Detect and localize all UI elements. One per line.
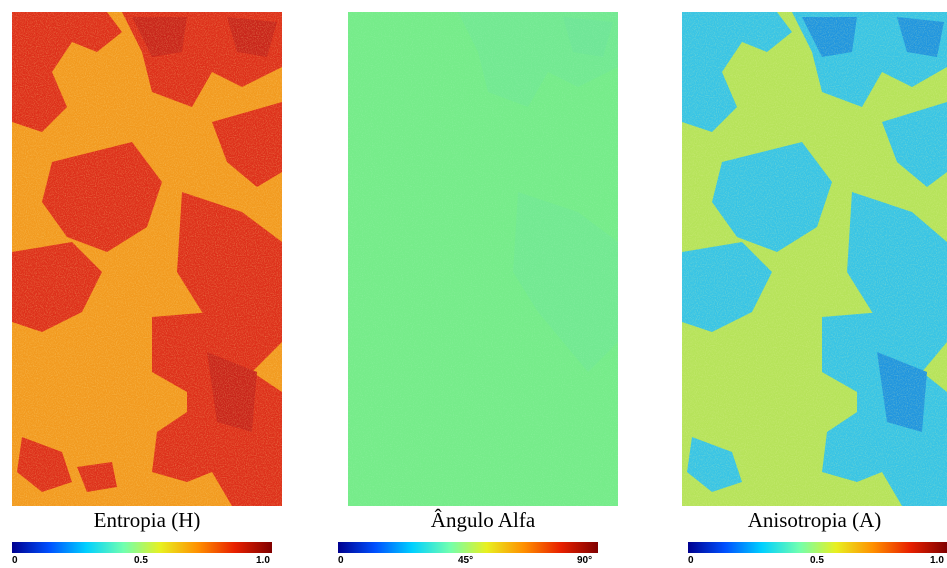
entropy-tick-max: 1.0: [256, 555, 270, 566]
anisotropy-map-image: [682, 12, 947, 506]
anisotropy-panel: [682, 12, 947, 506]
entropy-map-image: [12, 12, 282, 506]
entropy-caption: Entropia (H): [93, 508, 201, 532]
alpha-angle-colorbar: [338, 542, 598, 553]
alpha-tick-min: 0: [338, 555, 344, 566]
anisotropy-tick-min: 0: [688, 555, 694, 566]
entropy-tick-mid: 0.5: [134, 555, 148, 566]
alpha-angle-map-image: [348, 12, 618, 506]
alpha-angle-caption: Ângulo Alfa: [430, 508, 536, 532]
alpha-tick-max: 90°: [577, 555, 593, 566]
entropy-colorbar: [12, 542, 272, 553]
anisotropy-caption: Anisotropia (A): [747, 508, 882, 532]
anisotropy-tick-mid: 0.5: [810, 555, 824, 566]
anisotropy-colorbar: [688, 542, 947, 553]
entropy-panel: [12, 12, 282, 506]
anisotropy-tick-max: 1.0: [930, 555, 944, 566]
alpha-angle-panel: [348, 12, 618, 506]
entropy-tick-min: 0: [12, 555, 18, 566]
alpha-tick-mid: 45°: [458, 555, 474, 566]
